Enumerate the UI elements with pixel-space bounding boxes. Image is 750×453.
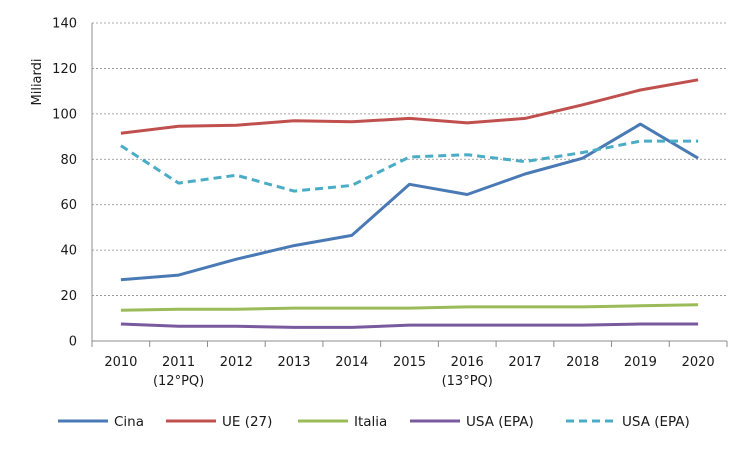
y-tick-label: 40 [60,244,77,259]
series-line-5 [120,139,699,193]
series-line-3 [120,303,699,312]
legend-label-2: UE (27) [222,414,272,430]
series-line-1 [120,122,699,282]
y-tick-label: 120 [52,62,77,77]
x-tick-label: 2020 [682,355,715,370]
x-tick-label: 2013 [277,355,310,370]
y-tick-label: 80 [60,153,77,168]
axis-labels: 0 20 40 60 80 100 120 140 2010 2011 (12°PQ) 2012 201… [30,17,715,390]
gridlines [92,22,727,296]
x-tick-label: 2012 [220,355,253,370]
legend-label-4: USA (EPA) [466,414,534,430]
series-lines [120,78,699,329]
y-tick-label: 60 [60,198,77,213]
legend: Cina UE (27) Italia USA (EPA) USA (EPA) [58,414,690,430]
legend-label-3: Italia [354,414,387,430]
y-tick-label: 140 [52,17,77,32]
y-tick-label: 100 [52,107,77,122]
x-tick-label: 2015 [393,355,426,370]
x-tick-label: 2011 [162,355,195,370]
series-line-4 [120,322,699,329]
y-axis-label: Miliardi [30,59,45,106]
x-tick-label: 2016 [451,355,484,370]
y-tick-label: 20 [60,289,77,304]
legend-label-1: Cina [114,414,144,430]
series-line-2 [120,78,699,135]
x-tick-label: 2014 [335,355,368,370]
legend-label-5: USA (EPA) [622,414,690,430]
x-tick-label: 2018 [566,355,599,370]
axes [91,23,728,347]
y-tick-label: 0 [69,335,77,350]
x-tick-label: 2019 [624,355,657,370]
x-tick-label: 2017 [508,355,541,370]
x-tick-sublabel: (13°PQ) [442,374,493,389]
x-tick-sublabel: (12°PQ) [153,374,204,389]
x-tick-label: 2010 [104,355,137,370]
